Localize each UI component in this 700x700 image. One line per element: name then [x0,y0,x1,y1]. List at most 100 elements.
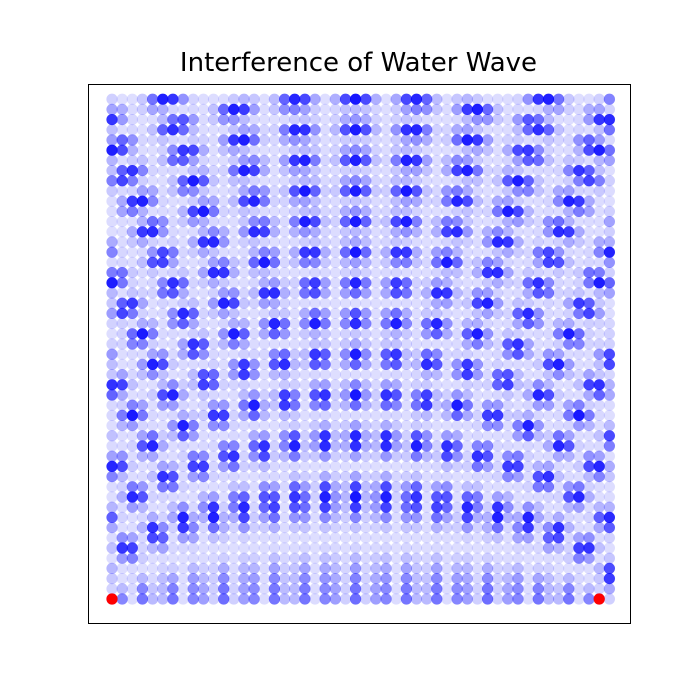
wave-point [542,328,555,340]
wave-point [482,256,494,268]
wave-point [299,185,311,197]
wave-point [116,481,128,493]
wave-point [268,532,280,544]
wave-point [502,338,514,350]
wave-point [279,297,291,309]
wave-point [136,501,148,513]
wave-point [167,491,179,503]
wave-point [207,154,220,166]
wave-point [421,460,433,472]
wave-point [593,389,605,401]
wave-point [431,287,443,299]
wave-point [258,501,270,513]
wave-point [268,389,280,401]
wave-point [583,522,595,534]
wave-point [339,134,352,146]
wave-point [542,348,555,360]
wave-point [339,573,352,585]
wave-point [461,267,473,279]
wave-point [228,267,240,279]
wave-point [553,583,565,595]
wave-point [410,481,423,493]
wave-point [187,522,199,534]
wave-point [207,389,220,401]
wave-point [339,501,352,513]
wave-point [400,114,412,126]
wave-point [136,154,148,166]
wave-point [410,471,423,483]
wave-point [482,379,494,391]
wave-point [512,328,524,340]
wave-point [471,542,483,554]
wave-point [289,511,301,523]
wave-point [167,471,179,483]
wave-point [410,246,423,258]
wave-point [136,511,148,523]
wave-point [197,379,209,391]
wave-point [360,573,372,585]
wave-point [471,256,483,268]
wave-point [380,471,392,483]
wave-point [218,542,230,554]
wave-point [309,175,321,187]
wave-point [238,267,250,279]
wave-point [471,318,483,330]
wave-point [177,399,189,411]
wave-point [258,348,270,360]
wave-point [421,185,433,197]
wave-point [147,154,159,166]
wave-point [583,93,595,105]
wave-point [268,134,280,146]
wave-point [258,124,270,136]
wave-point [431,216,443,228]
wave-point [339,440,352,452]
wave-point [451,532,463,544]
wave-point [248,226,260,238]
wave-point [451,471,463,483]
wave-point [542,195,555,207]
wave-point [441,399,453,411]
wave-point [319,440,331,452]
wave-point [228,307,240,319]
wave-point [319,460,331,472]
wave-point [299,318,311,330]
wave-point [360,103,372,115]
wave-point [532,379,544,391]
wave-point [279,103,291,115]
wave-point [248,532,260,544]
wave-point [522,287,534,299]
wave-point [370,165,382,177]
wave-point [542,460,555,472]
wave-point [542,593,555,605]
wave-point [410,185,423,197]
wave-point [532,195,544,207]
wave-point [512,236,524,248]
wave-point [390,542,402,554]
wave-point [197,318,209,330]
wave-point [583,205,595,217]
wave-point [238,532,250,544]
wave-point [258,134,270,146]
wave-point [512,318,524,330]
wave-point [471,103,483,115]
wave-point [136,348,148,360]
wave-point [532,491,544,503]
wave-point [350,154,362,166]
wave-point [360,593,372,605]
wave-point [542,511,555,523]
wave-point [319,236,331,248]
wave-point [471,165,483,177]
wave-point [187,103,199,115]
wave-point [177,277,189,289]
wave-point [593,542,605,554]
wave-point [207,583,220,595]
wave-point [380,175,392,187]
wave-point [542,481,555,493]
wave-point [563,256,575,268]
wave-point [421,226,433,238]
wave-point [197,246,209,258]
wave-point [542,256,555,268]
wave-point [268,287,280,299]
wave-point [339,532,352,544]
wave-point [218,552,230,564]
